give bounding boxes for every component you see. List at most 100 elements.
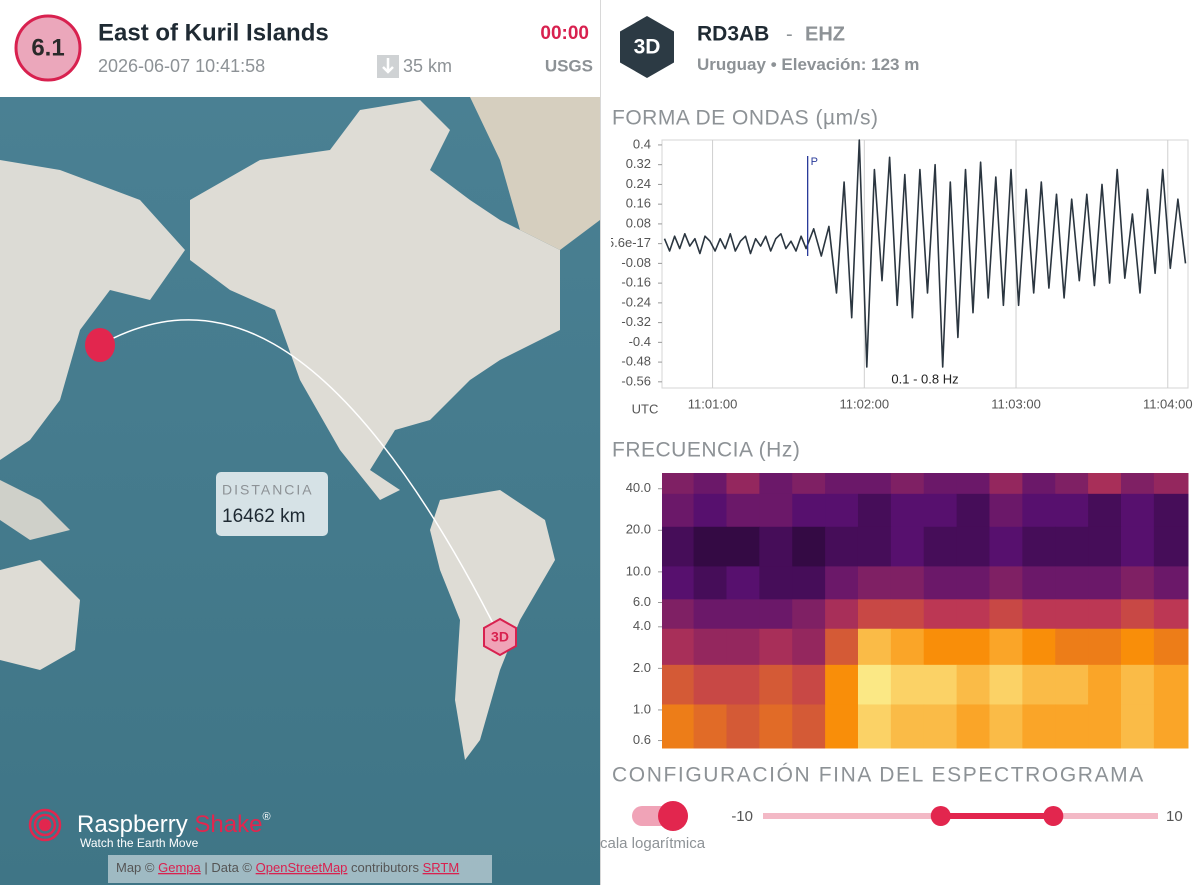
spectrogram-cell — [857, 566, 892, 600]
toggle-label: cala logarítmica — [600, 835, 706, 852]
y-tick-label: 0.24 — [626, 176, 651, 191]
spectrogram-cell — [1153, 473, 1189, 495]
attribution-box — [108, 855, 492, 883]
attribution-link[interactable]: Gempa — [158, 860, 201, 875]
spectrogram-cell — [989, 664, 1023, 705]
spectrogram-cell — [989, 526, 1023, 567]
y-tick-label: -0.16 — [621, 275, 651, 290]
slider-min: -10 — [731, 808, 753, 825]
spectrogram-cell — [759, 493, 793, 528]
spectrogram-cell — [759, 664, 793, 705]
spectrogram-cell — [792, 599, 826, 630]
spectrogram-cell — [1120, 704, 1155, 749]
y-tick-label: 0.4 — [633, 136, 651, 151]
spectrogram-cell — [693, 664, 727, 705]
spectrogram-cell — [1022, 599, 1056, 630]
spectrogram-cell — [890, 599, 925, 630]
toggle-knob[interactable] — [658, 801, 688, 831]
spectrogram-cell — [1088, 526, 1122, 567]
spectrogram-cell — [662, 628, 695, 666]
station-marker[interactable] — [483, 617, 517, 657]
spectrogram-cell — [890, 704, 925, 749]
dot: • — [771, 55, 777, 74]
spectrogram-cell — [726, 664, 760, 705]
attribution-text: | Data © — [204, 860, 252, 875]
logo-registered: ® — [262, 811, 270, 823]
attribution-text: Map © — [116, 860, 155, 875]
spectrogram-cell — [693, 493, 727, 528]
spectrogram-cell — [1022, 526, 1056, 567]
x-tick-label: 11:02:00 — [839, 396, 889, 411]
spectrogram-cell — [1055, 566, 1089, 600]
spectrogram-cell — [1120, 599, 1155, 630]
spectrogram-cell — [825, 599, 859, 630]
attribution-link[interactable]: SRTM — [423, 860, 460, 875]
spectrogram-cell — [923, 473, 958, 495]
spectrogram-cell — [857, 704, 892, 749]
spectrogram-cell — [923, 599, 958, 630]
spectrogram-cell — [759, 566, 793, 600]
log-scale-toggle[interactable] — [632, 801, 688, 831]
attribution-link[interactable]: OpenStreetMap — [256, 860, 348, 875]
spectrogram-cell — [1153, 526, 1189, 567]
spectrogram-cell — [825, 473, 859, 495]
spectrogram-cell — [1022, 493, 1056, 528]
land-islands — [0, 480, 70, 540]
spectrogram-cell — [1022, 704, 1056, 749]
spectrogram-cell — [693, 599, 727, 630]
spectrogram-cell — [693, 473, 727, 495]
spectrogram-cell — [923, 664, 958, 705]
spectrogram-cell — [1120, 493, 1155, 528]
logo-icon — [28, 808, 62, 842]
spectrogram-cell — [989, 566, 1023, 600]
y-tick-label: 6.0 — [633, 594, 651, 609]
spectrogram-cell — [825, 493, 859, 528]
station-elevation: Elevación: 123 m — [781, 55, 919, 74]
spectrogram-cell — [1088, 493, 1122, 528]
spectrogram-cell — [792, 628, 826, 666]
spectrogram-cell — [1055, 526, 1089, 567]
logo-tagline: Watch the Earth Move — [80, 836, 199, 850]
y-tick-label: 0.16 — [626, 196, 651, 211]
spectrogram-cell — [662, 493, 695, 528]
spectrogram-cell — [1088, 664, 1122, 705]
great-circle-path — [99, 319, 501, 638]
map: 3D DISTANCIA 16462 km Raspberry Shake® W… — [0, 97, 600, 885]
event-time: 2026-06-07 10:41:58 — [98, 56, 265, 76]
spectrogram-cell — [825, 566, 859, 600]
spectrogram-cell — [792, 664, 826, 705]
spectrogram-cell — [1088, 599, 1122, 630]
station-marker-label: 3D — [491, 629, 509, 645]
spectrogram-cell — [1153, 704, 1189, 749]
spectrogram-cell — [1120, 473, 1155, 495]
spectrogram-cell — [956, 599, 990, 630]
y-tick-label: 40.0 — [626, 480, 651, 495]
spectrogram-cell — [726, 526, 760, 567]
spectrogram-cell — [792, 493, 826, 528]
spectrogram-cell — [1153, 566, 1189, 600]
spectrogram-cell — [956, 704, 990, 749]
spectrogram-cell — [1055, 704, 1089, 749]
attribution: Map © Gempa | Data © OpenStreetMap contr… — [116, 860, 459, 875]
event-region: East of Kuril Islands — [98, 19, 329, 46]
x-axis-label: UTC — [632, 401, 659, 416]
spectrogram-cell — [726, 473, 760, 495]
y-tick-label: 4.0 — [633, 618, 651, 633]
slider-handle[interactable] — [930, 806, 951, 826]
settings-title: CONFIGURACIÓN FINA DEL ESPECTROGRAMA — [612, 764, 1145, 787]
spectrogram-cell — [1055, 473, 1089, 495]
slider-handle[interactable] — [1043, 806, 1064, 826]
settings-controls: -10 10 — [632, 801, 1183, 831]
spectrogram-cell — [759, 526, 793, 567]
spectrogram-cell — [1055, 664, 1089, 705]
y-tick-label: 0.6 — [633, 732, 651, 747]
y-tick-label: -0.24 — [621, 294, 651, 309]
epicenter-marker[interactable] — [85, 328, 115, 362]
spectrogram-cell — [956, 566, 990, 600]
y-tick-label: -0.56 — [621, 373, 651, 388]
station-badge — [620, 16, 674, 78]
spectrogram-cell — [1022, 628, 1056, 666]
spectrogram-cell — [956, 493, 990, 528]
